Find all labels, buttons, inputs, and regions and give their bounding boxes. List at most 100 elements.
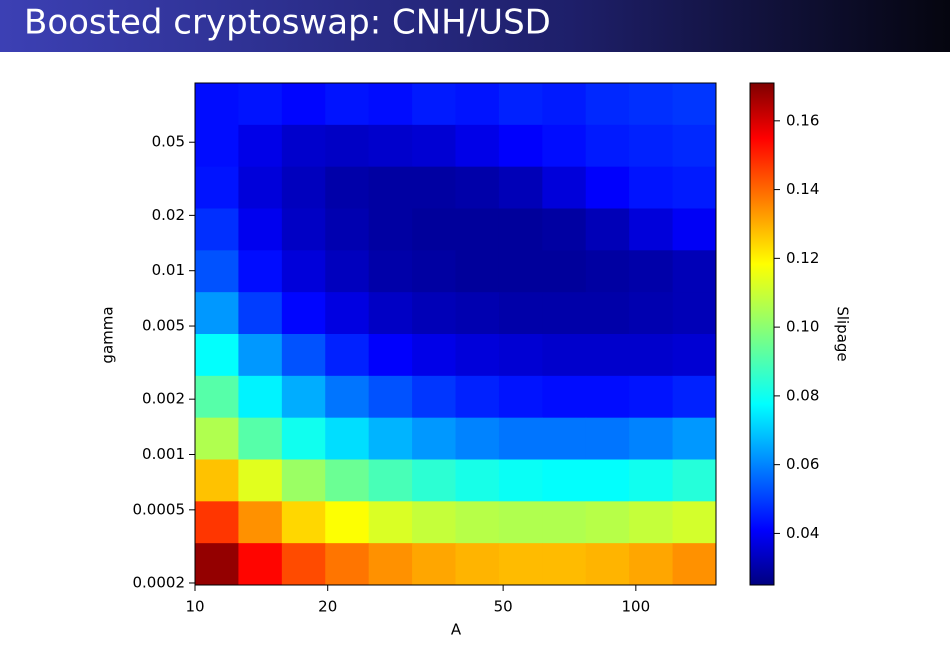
heatmap-cell	[498, 166, 543, 209]
heatmap-cell	[412, 417, 456, 460]
heatmap-cell	[455, 250, 500, 293]
colorbar-tick-label: 0.10	[786, 318, 819, 336]
heatmap-cell	[629, 501, 674, 544]
heatmap-cell	[195, 459, 239, 502]
heatmap-cell	[585, 417, 630, 460]
heatmap-cell	[498, 501, 543, 544]
heatmap-cell	[455, 417, 500, 460]
heatmap-cell	[542, 124, 587, 168]
heatmap-cell	[542, 543, 587, 586]
heatmap-cell	[498, 459, 543, 502]
heatmap-cell	[412, 250, 456, 293]
heatmap-cell	[629, 417, 674, 460]
heatmap-cell	[368, 417, 413, 460]
heatmap-cell	[672, 459, 717, 502]
heatmap-cell	[238, 375, 283, 419]
heatmap-cell	[672, 543, 717, 586]
heatmap-cell	[368, 83, 413, 126]
heatmap-cell	[368, 292, 413, 335]
heatmap-cell	[412, 334, 456, 377]
heatmap-cell	[672, 83, 717, 126]
heatmap-cell	[498, 292, 543, 335]
heatmap-cell	[629, 83, 674, 126]
x-tick-label: 50	[494, 598, 513, 616]
heatmap-cell	[281, 334, 326, 377]
y-tick-label: 0.02	[152, 206, 185, 224]
heatmap-cell	[368, 501, 413, 544]
heatmap-cell	[281, 124, 326, 168]
heatmap-cell	[281, 250, 326, 293]
heatmap-cell	[238, 334, 283, 377]
heatmap-cell	[281, 83, 326, 126]
heatmap-cell	[412, 543, 456, 586]
heatmap-cell	[585, 543, 630, 586]
heatmap-cell	[672, 417, 717, 460]
heatmap-cell	[498, 208, 543, 251]
heatmap-cell	[585, 459, 630, 502]
heatmap-cell	[672, 250, 717, 293]
heatmap-cell	[325, 459, 370, 502]
heatmap-cell	[455, 459, 500, 502]
heatmap-cell	[455, 208, 500, 251]
heatmap-cell	[325, 250, 370, 293]
heatmap-cell	[195, 501, 239, 544]
heatmap-cell	[368, 459, 413, 502]
heatmap-cell	[325, 292, 370, 335]
heatmap-cell	[412, 208, 456, 251]
heatmap-cell	[542, 83, 587, 126]
heatmap-cell	[455, 124, 500, 168]
heatmap-cell	[281, 459, 326, 502]
heatmap-cell	[325, 334, 370, 377]
heatmap-cell	[195, 543, 239, 586]
heatmap-cell	[498, 250, 543, 293]
heatmap-cell	[281, 417, 326, 460]
plot-frame	[194, 82, 717, 586]
heatmap-cell	[195, 334, 239, 377]
heatmap-cell	[195, 124, 239, 168]
heatmap-cell	[585, 250, 630, 293]
heatmap-cell	[281, 166, 326, 209]
heatmap-cell	[542, 292, 587, 335]
heatmap-cell	[368, 375, 413, 419]
y-tick-label: 0.001	[142, 445, 185, 463]
heatmap-cell	[585, 292, 630, 335]
heatmap-cell	[585, 166, 630, 209]
heatmap-cell	[195, 83, 239, 126]
heatmap-cell	[542, 166, 587, 209]
heatmap-cell	[498, 83, 543, 126]
colorbar	[749, 82, 775, 586]
y-tick-label: 0.005	[142, 317, 185, 335]
header-bar	[0, 0, 950, 52]
heatmap-cell	[412, 501, 456, 544]
heatmap-cell	[629, 459, 674, 502]
heatmap-cell	[238, 208, 283, 251]
x-tick-label: 10	[185, 598, 204, 616]
heatmap-cell	[195, 208, 239, 251]
heatmap-cell	[412, 292, 456, 335]
heatmap-cell	[281, 208, 326, 251]
heatmap-cell	[585, 83, 630, 126]
heatmap-cell	[585, 375, 630, 419]
heatmap-cell	[672, 501, 717, 544]
heatmap-cell	[455, 501, 500, 544]
heatmap-cell	[195, 375, 239, 419]
heatmap-cell	[368, 208, 413, 251]
heatmap-cell	[238, 543, 283, 586]
y-axis-label: gamma	[99, 306, 117, 363]
heatmap-cell	[238, 459, 283, 502]
heatmap-cell	[672, 124, 717, 168]
heatmap-cell	[325, 543, 370, 586]
heatmap-cell	[195, 166, 239, 209]
heatmap-cell	[498, 417, 543, 460]
heatmap-cell	[498, 375, 543, 419]
heatmap-cell	[412, 166, 456, 209]
heatmap-cell	[455, 292, 500, 335]
heatmap-cell	[238, 83, 283, 126]
heatmap-cell	[542, 417, 587, 460]
heatmap-cell	[238, 166, 283, 209]
heatmap-cell	[542, 208, 587, 251]
heatmap-cell	[238, 292, 283, 335]
x-tick-label: 100	[622, 598, 651, 616]
heatmap-cell	[542, 375, 587, 419]
y-tick-label: 0.0005	[133, 500, 186, 518]
